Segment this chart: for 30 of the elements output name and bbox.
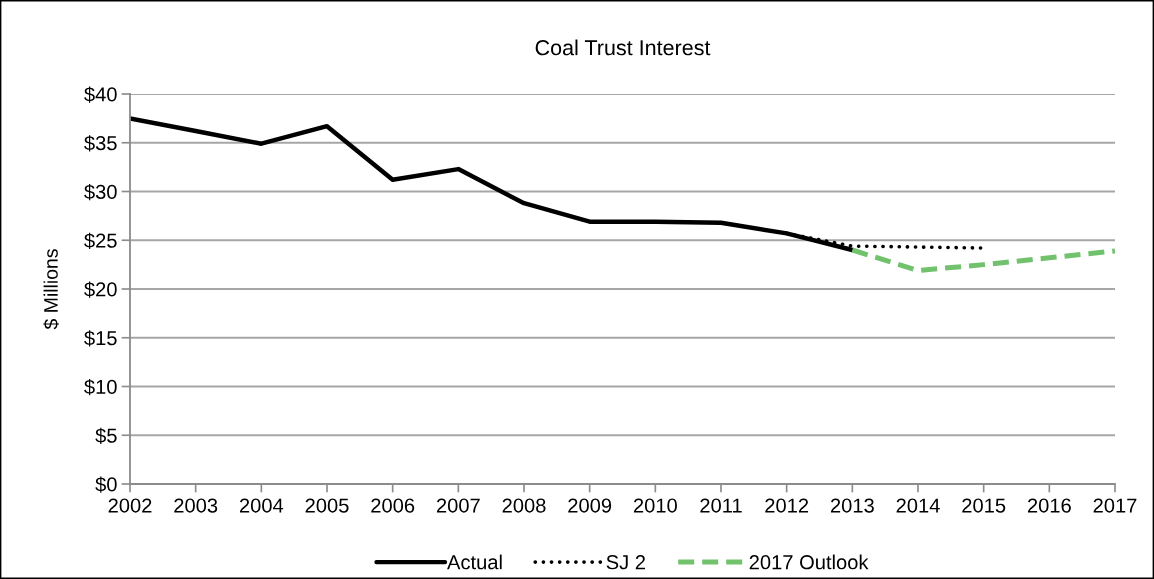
y-tick-label: $30	[84, 183, 117, 201]
x-tick-label: 2005	[305, 498, 349, 513]
x-tick-label: 2013	[830, 498, 874, 513]
legend-label: 2017 Outlook	[749, 554, 869, 570]
x-tick-label: 2007	[436, 498, 480, 513]
chart-title: Coal Trust Interest	[535, 39, 711, 56]
y-tick-label: $5	[95, 427, 117, 444]
x-tick-label: 2016	[1027, 498, 1071, 513]
y-tick-label: $40	[84, 86, 117, 103]
y-tick-label: $35	[84, 135, 117, 152]
legend-label: Actual	[447, 554, 502, 570]
x-tick-label: 2017	[1093, 498, 1137, 513]
y-tick-label: $15	[84, 330, 117, 347]
legend-label: SJ 2	[606, 555, 645, 570]
x-tick-label: 2011	[700, 498, 742, 513]
y-axis-title: $ Millions	[43, 249, 59, 330]
x-tick-label: 2004	[239, 498, 284, 513]
x-tick-label: 2010	[633, 498, 677, 513]
x-tick-label: 2014	[896, 498, 940, 513]
x-tick-label: 2015	[962, 498, 1006, 513]
x-tick-label: 2008	[502, 498, 546, 513]
x-tick-label: 2009	[568, 498, 612, 513]
x-tick-label: 2003	[174, 498, 218, 513]
y-tick-label: $20	[84, 281, 117, 298]
x-tick-label: 2006	[371, 498, 415, 513]
y-tick-label: $25	[84, 232, 117, 249]
y-tick-label: $10	[84, 378, 117, 396]
x-tick-label: 2012	[765, 498, 809, 513]
x-tick-label: 2002	[108, 498, 152, 513]
y-tick-label: $0	[95, 476, 117, 493]
